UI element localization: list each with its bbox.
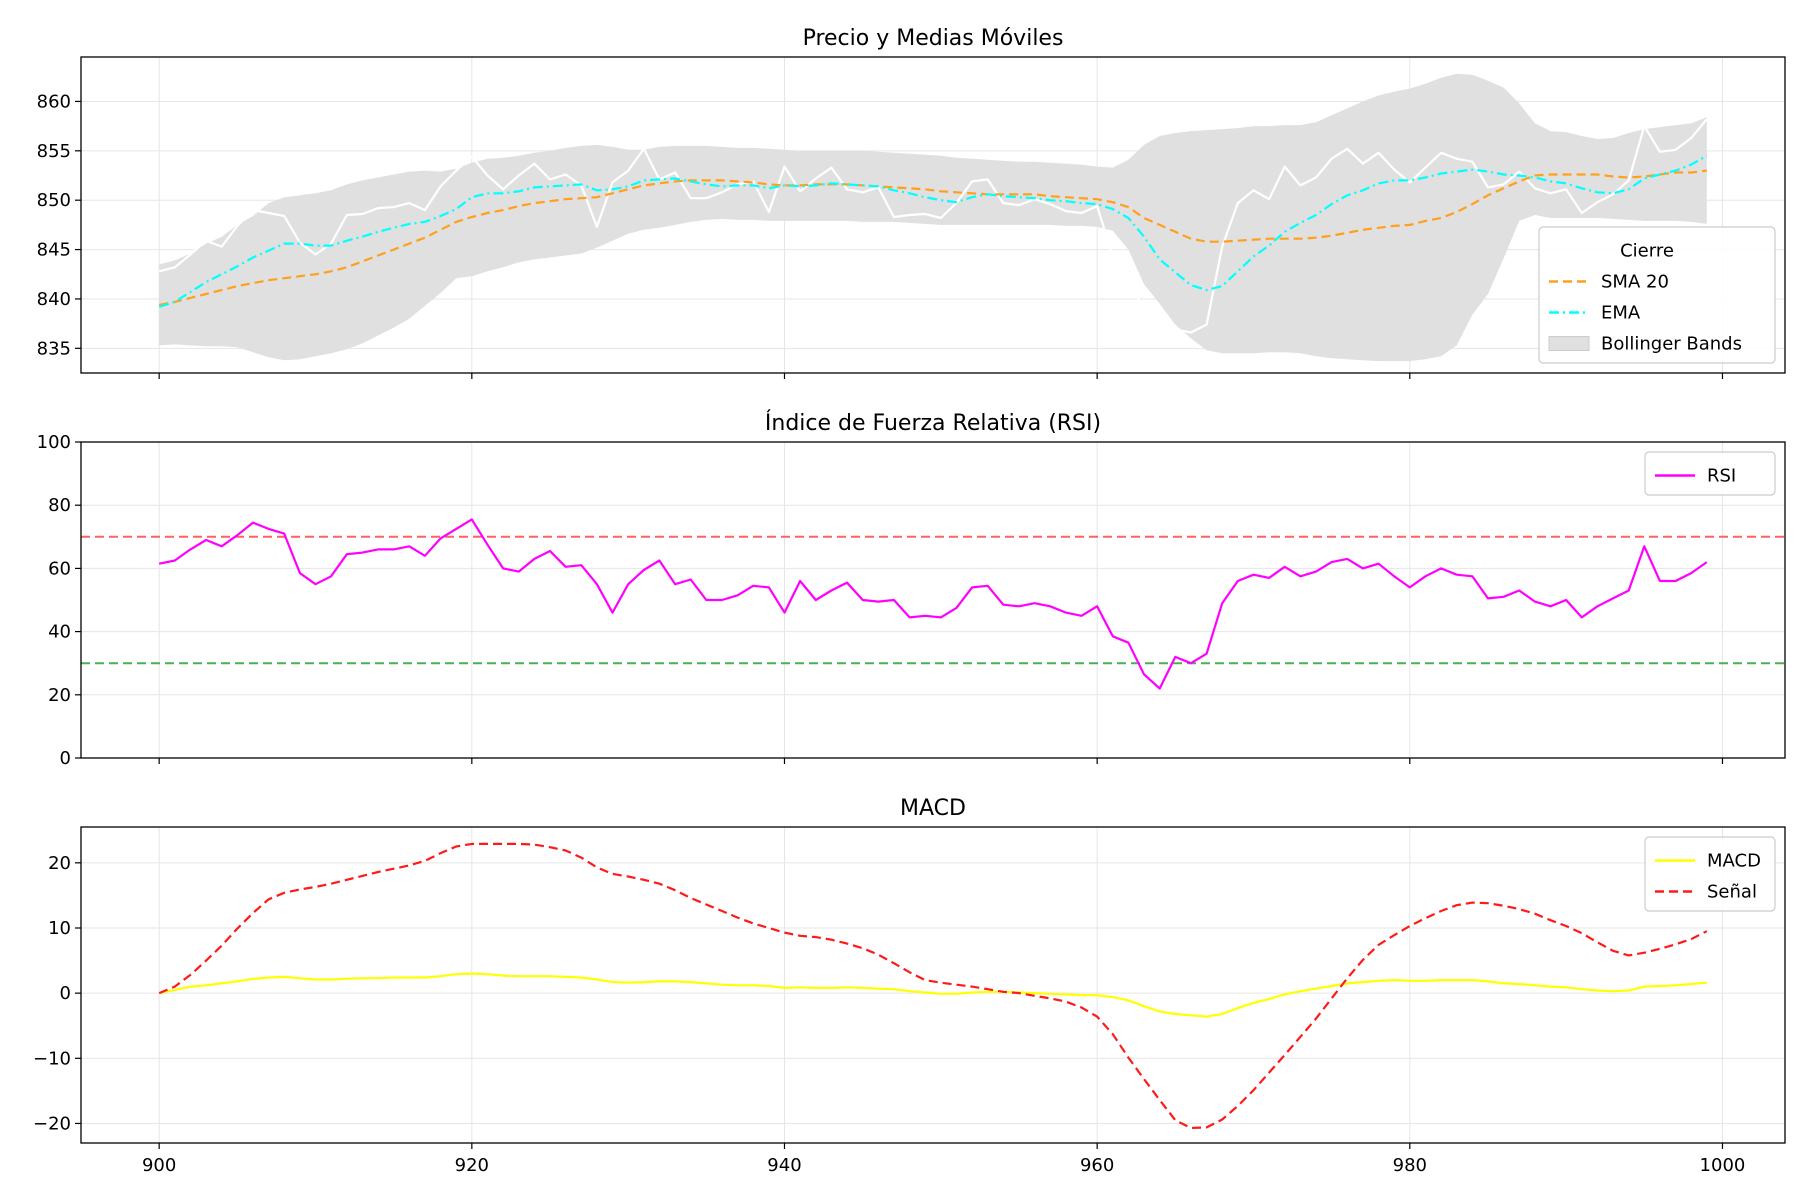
y-tick-label: 840 [37,289,71,310]
x-tick-label: 900 [142,1155,176,1176]
x-tick-label: 980 [1393,1155,1427,1176]
axes-frame [80,441,1786,759]
series-line-sma-20 [158,169,1707,306]
axes-frame [80,826,1786,1144]
legend-label: MACD [1707,851,1761,872]
y-tick-label: 860 [37,91,71,112]
y-tick-label: 845 [37,240,71,261]
axes-frame [80,56,1786,374]
legend-box [1538,226,1776,364]
y-tick-label: 835 [37,338,71,359]
series-line-ema [158,154,1708,308]
legend: MACD Señal [1644,836,1776,912]
legend-box [1644,451,1776,496]
legend-label: Señal [1707,882,1757,903]
legend-label: SMA 20 [1601,272,1669,293]
y-tick-label: −10 [33,1048,71,1069]
plot-area [158,842,1708,1130]
legend-label: Bollinger Bands [1601,334,1742,355]
panel-title: Índice de Fuerza Relativa (RSI) [765,410,1101,436]
panel-2: Índice de Fuerza Relativa (RSI) 0 20 40 60 80… [37,410,1786,769]
y-tick-label: 10 [48,918,71,939]
series-line-cierre [158,118,1708,347]
x-tick-label: 940 [767,1155,801,1176]
y-tick-label: −20 [33,1113,71,1134]
series-line-señal [158,842,1708,1130]
y-tick-label: 850 [37,190,71,211]
legend-title: Cierre [1620,241,1674,262]
y-tick-label: 0 [60,983,71,1004]
series-line-rsi [158,518,1708,690]
plot-area [81,518,1785,690]
plot-area [158,73,1708,362]
y-tick-label: 20 [48,853,71,874]
y-tick-label: 100 [37,432,71,453]
x-tick-label: 960 [1080,1155,1114,1176]
y-tick-label: 80 [48,495,71,516]
legend: Cierre SMA 20 EMA Bollinger Bands [1538,226,1776,364]
x-tick-label: 920 [455,1155,489,1176]
panel-title: Precio y Medias Móviles [803,26,1064,51]
bollinger-band-area [159,73,1707,362]
panel-title: MACD [900,796,966,821]
y-tick-label: 60 [48,558,71,579]
legend-label: RSI [1707,466,1736,487]
y-tick-label: 20 [48,685,71,706]
series-line-macd [158,972,1707,1018]
legend: RSI [1644,451,1776,496]
y-tick-label: 855 [37,141,71,162]
panel-1: Precio y Medias Móviles 835 840 845 850 855 86… [37,26,1786,379]
y-tick-label: 40 [48,622,71,643]
legend-label: EMA [1601,303,1641,324]
x-tick-label: 1000 [1700,1155,1746,1176]
y-tick-label: 0 [60,748,71,769]
panel-3: MACD −20 −10 0 10 20 900 920 940 960 980 1000 MACD Se… [33,796,1786,1176]
legend-swatch [1548,336,1590,351]
